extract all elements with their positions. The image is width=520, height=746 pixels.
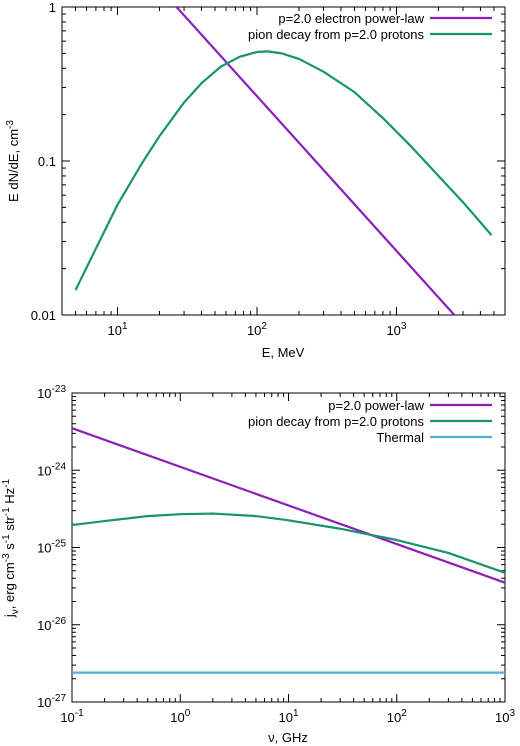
x-tick-label: 101 [278, 708, 298, 725]
series-line-2 [74, 50, 493, 291]
bottom-plot-frame [71, 392, 506, 703]
y-tick-label: 0.01 [31, 308, 56, 323]
top-y-axis-label: E dN/dE, cm-3 [5, 120, 21, 202]
bottom-ticks: 10-1 100 101 102 103 10-27 10-26 10-25 10-24 10-2… [37, 384, 515, 725]
bottom-x-axis-label: ν, GHz [268, 730, 308, 745]
top-series [74, 7, 493, 315]
x-tick-label: 103 [386, 321, 406, 338]
series-line-1 [72, 427, 505, 584]
top-y-axis-label-main: E dN/dE, cm [6, 129, 21, 202]
bottom-y-axis-label: jν, erg cm-3 s-1 str-1 Hz-1 [1, 478, 21, 618]
series-line-1 [175, 7, 456, 315]
top-y-axis-label-sup: -3 [5, 120, 16, 129]
y-tick-label: 10-27 [37, 693, 66, 710]
x-tick-label: 10-1 [60, 708, 84, 725]
legend-label: pion decay from p=2.0 protons [248, 27, 424, 42]
x-tick-label: 103 [495, 708, 515, 725]
legend-label: pion decay from p=2.0 protons [248, 414, 424, 429]
x-tick-label: 102 [247, 321, 267, 338]
legend-label: Thermal [376, 430, 424, 445]
y-tick-label: 10-23 [37, 384, 66, 401]
y-tick-label: 10-25 [37, 539, 66, 556]
y-tick-label: 10-26 [37, 616, 66, 633]
legend-label: p=2.0 power-law [328, 398, 424, 413]
x-tick-label: 102 [387, 708, 407, 725]
y-tick-label: 10-24 [37, 461, 66, 478]
series-line-2 [72, 512, 505, 574]
bottom-series [72, 427, 505, 674]
x-tick-label: 100 [170, 708, 190, 725]
top-chart: 101 102 103 0.01 0.1 1 p=2.0 electron power-l… [5, 0, 506, 360]
bottom-chart: 10-1 100 101 102 103 10-27 10-26 10-25 10-24 10-2… [1, 384, 515, 745]
top-ticks: 101 102 103 0.01 0.1 1 [31, 0, 506, 338]
x-tick-label: 101 [107, 321, 127, 338]
y-tick-label: 0.1 [38, 154, 56, 169]
y-tick-label: 1 [49, 0, 56, 15]
top-x-axis-label: E, MeV [262, 345, 305, 360]
legend-label: p=2.0 electron power-law [278, 11, 424, 26]
